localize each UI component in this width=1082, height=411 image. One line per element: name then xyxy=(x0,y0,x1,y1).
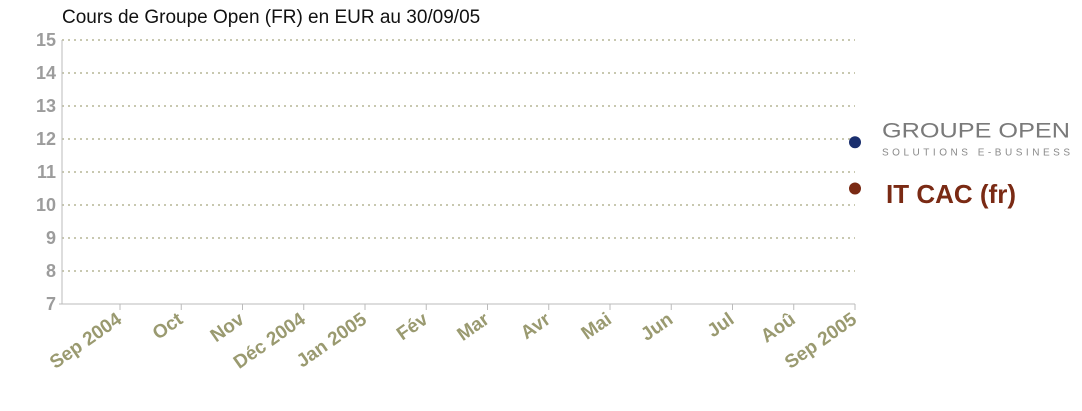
y-tick-label: 13 xyxy=(36,96,56,116)
legend-tagline: SOLUTIONS E-BUSINESS xyxy=(882,148,1070,159)
x-tick-label: Oct xyxy=(149,309,188,345)
x-tick-label: Sep 2004 xyxy=(46,309,126,374)
x-tick-label: Fév xyxy=(393,309,432,345)
chart-title: Cours de Groupe Open (FR) en EUR au 30/0… xyxy=(62,7,480,28)
y-tick-label: 15 xyxy=(36,30,56,50)
x-tick-label: Aoû xyxy=(757,309,799,347)
x-tick-label: Jul xyxy=(704,309,739,342)
y-tick-label: 12 xyxy=(36,129,56,149)
legend-label: IT CAC (fr) xyxy=(886,179,1016,209)
y-tick-label: 9 xyxy=(46,228,56,248)
x-tick-label: Avr xyxy=(517,309,555,344)
y-tick-label: 7 xyxy=(46,294,56,314)
y-tick-label: 14 xyxy=(36,63,56,83)
end-dot xyxy=(849,182,861,195)
y-tick-label: 11 xyxy=(37,162,56,182)
end-dot xyxy=(849,136,861,149)
x-tick-label: Mai xyxy=(578,309,616,344)
legend-logo: GROUPE OPEN xyxy=(882,120,1070,143)
y-tick-label: 8 xyxy=(46,261,56,281)
x-tick-label: Mar xyxy=(454,309,494,346)
y-tick-label: 10 xyxy=(36,195,56,215)
x-tick-label: Nov xyxy=(207,309,249,347)
x-tick-label: Jan 2005 xyxy=(293,309,371,373)
x-tick-label: Jun xyxy=(637,309,677,346)
